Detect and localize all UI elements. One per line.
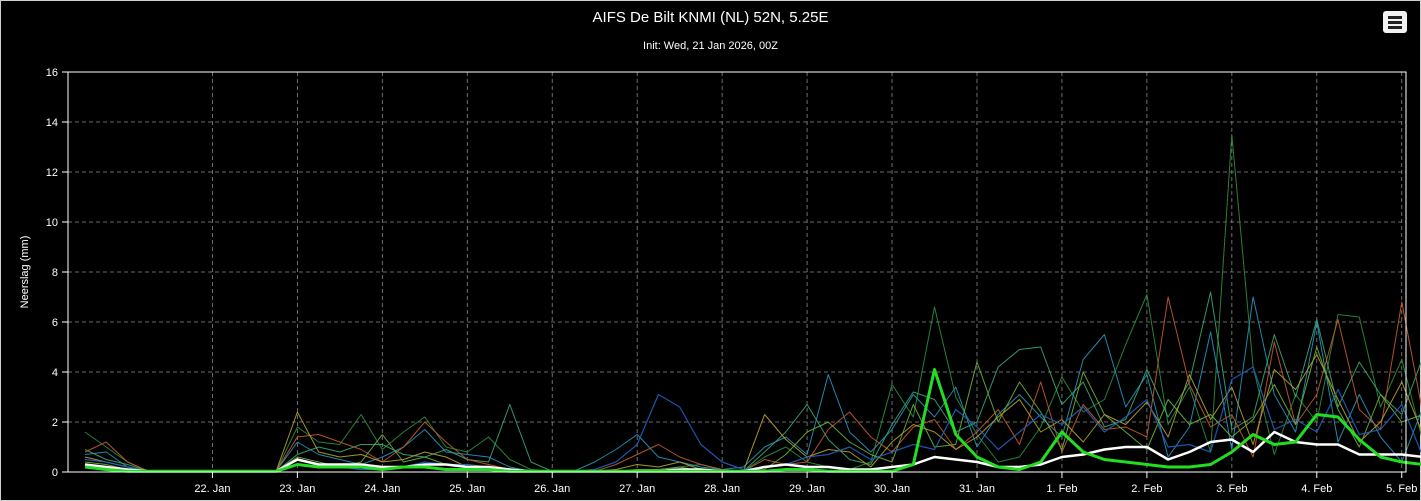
hamburger-menu-icon[interactable] <box>1383 11 1407 33</box>
x-tick-label: 1. Feb <box>1046 483 1077 495</box>
x-tick-label: 29. Jan <box>789 483 825 495</box>
y-tick-label: 4 <box>52 367 58 379</box>
y-tick-label: 0 <box>52 467 58 479</box>
axes: 0 2 4 6 8 10 12 14 16 22. Jan 23. Jan 24. Jan 25. Ja… <box>46 67 1418 495</box>
x-tick-label: 25. Jan <box>449 483 485 495</box>
x-tick-label: 22. Jan <box>194 483 230 495</box>
x-tick-label: 23. Jan <box>279 483 315 495</box>
series-layer <box>84 134 1421 473</box>
x-tick-label: 2. Feb <box>1131 483 1162 495</box>
y-tick-label: 14 <box>46 117 58 129</box>
series-line-7 <box>84 354 1421 472</box>
y-tick-label: 16 <box>46 67 58 79</box>
series-line-4 <box>84 296 1421 472</box>
x-tick-label: 27. Jan <box>619 483 655 495</box>
y-tick-label: 12 <box>46 167 58 179</box>
grid-lines <box>68 72 1406 472</box>
x-tick-label: 24. Jan <box>364 483 400 495</box>
x-tick-label: 4. Feb <box>1301 483 1332 495</box>
x-tick-label: 30. Jan <box>874 483 910 495</box>
series-line-5 <box>84 291 1421 472</box>
series-line-6 <box>84 296 1421 472</box>
chart-title: AIFS De Bilt KNMI (NL) 52N, 5.25E <box>592 9 829 26</box>
x-tick-label: 28. Jan <box>704 483 740 495</box>
x-tick-label: 31. Jan <box>959 483 995 495</box>
x-tick-label: 3. Feb <box>1216 483 1247 495</box>
series-line-1 <box>84 368 1421 473</box>
y-tick-label: 8 <box>52 267 58 279</box>
y-tick-label: 2 <box>52 417 58 429</box>
y-tick-label: 6 <box>52 317 58 329</box>
x-tick-label: 5. Feb <box>1386 483 1417 495</box>
y-axis-label: Neerslag (mm) <box>19 236 31 309</box>
series-line-8 <box>84 346 1421 472</box>
y-tick-label: 10 <box>46 217 58 229</box>
chart-subtitle: Init: Wed, 21 Jan 2026, 00Z <box>643 40 778 52</box>
x-tick-label: 26. Jan <box>534 483 570 495</box>
